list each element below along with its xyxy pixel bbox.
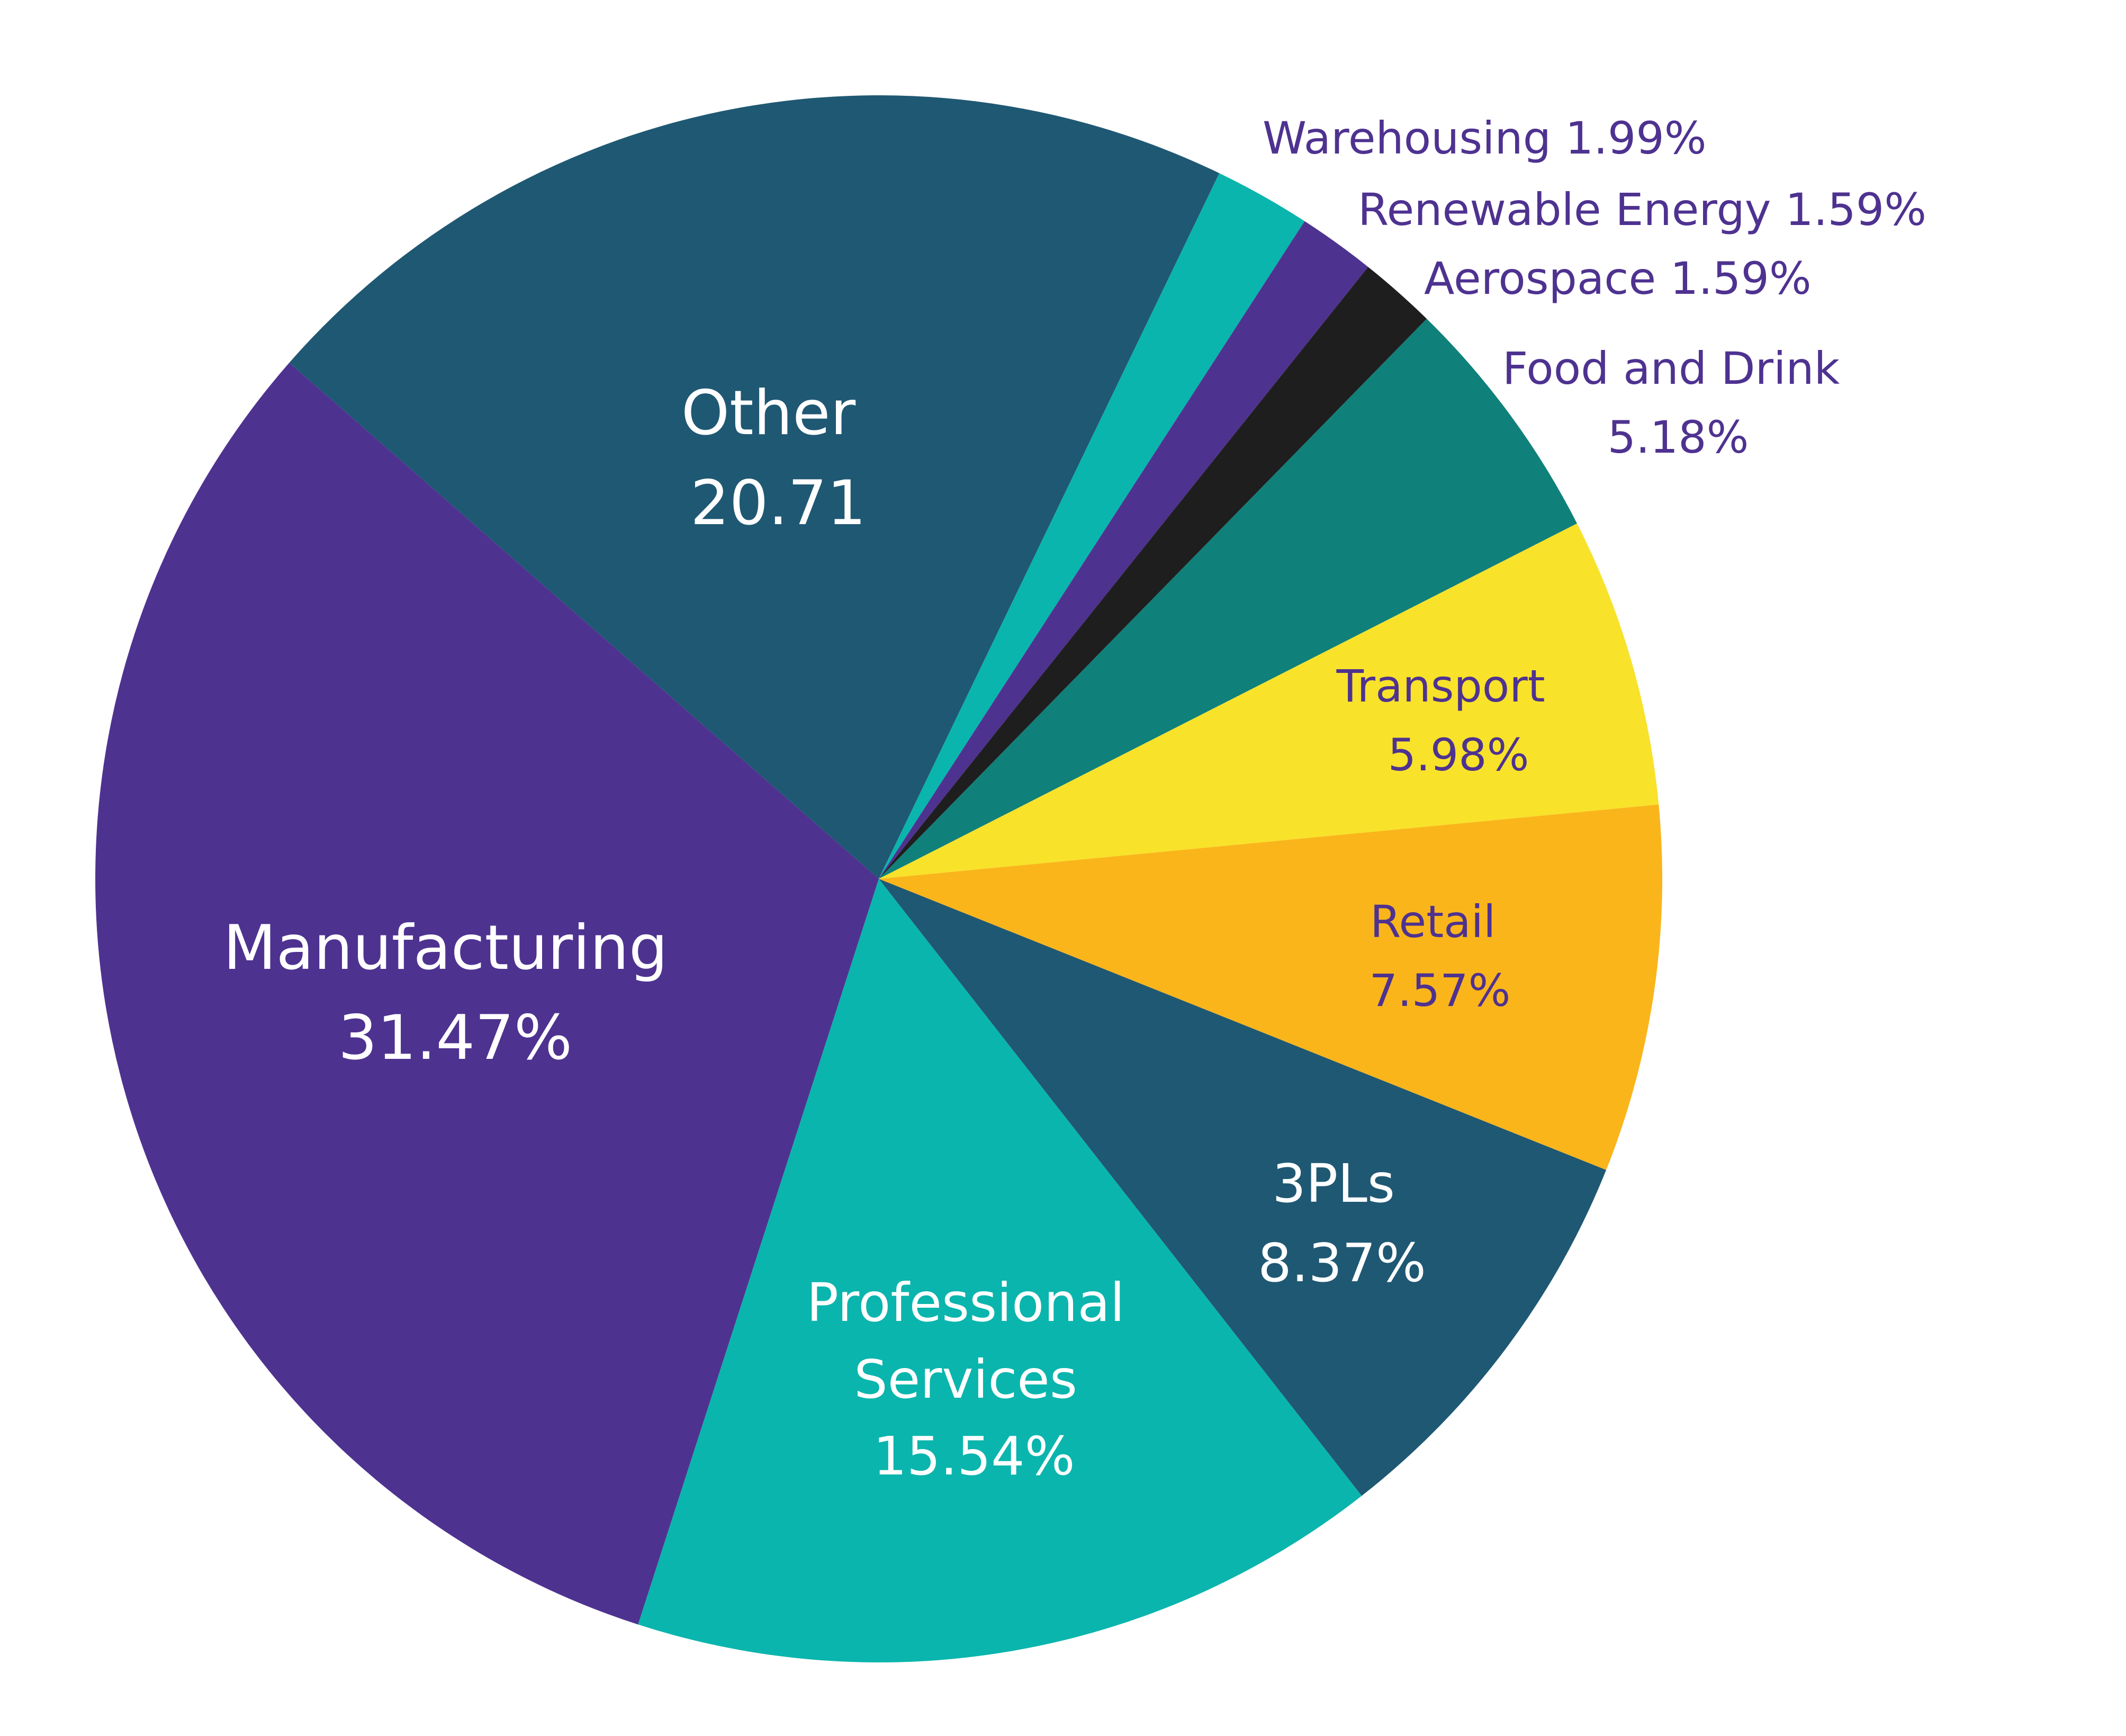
label-food-and-drink: Food and Drink 5.18%	[1502, 343, 1854, 463]
label-3pls: 3PLs 8.37%	[1258, 1153, 1426, 1294]
label-other: Other 20.71	[681, 377, 875, 539]
label-warehousing: Warehousing 1.99%	[1263, 112, 1707, 164]
pie-slices	[95, 95, 1663, 1662]
label-retail: Retail 7.57%	[1370, 896, 1511, 1017]
slice-other	[289, 95, 1220, 879]
label-transport: Transport 5.98%	[1336, 660, 1560, 781]
slice-warehousing	[879, 173, 1305, 879]
label-aerospace: Aerospace 1.59%	[1424, 253, 1812, 304]
slice-manufacturing	[95, 363, 879, 1625]
slice-renewable-energy	[879, 221, 1368, 879]
slice-transport	[879, 523, 1659, 879]
pie-labels: Manufacturing 31.47% Other 20.71 Warehou…	[223, 112, 1926, 1487]
slice-3pls	[879, 879, 1607, 1496]
slice-aerospace	[879, 267, 1427, 879]
slice-food-and-drink	[879, 319, 1578, 879]
label-manufacturing: Manufacturing 31.47%	[223, 912, 688, 1074]
label-professional-services: Professional Services 15.54%	[807, 1272, 1142, 1487]
label-renewable-energy: Renewable Energy 1.59%	[1358, 184, 1926, 236]
slice-professional-services	[638, 879, 1362, 1662]
slice-retail	[879, 804, 1663, 1170]
